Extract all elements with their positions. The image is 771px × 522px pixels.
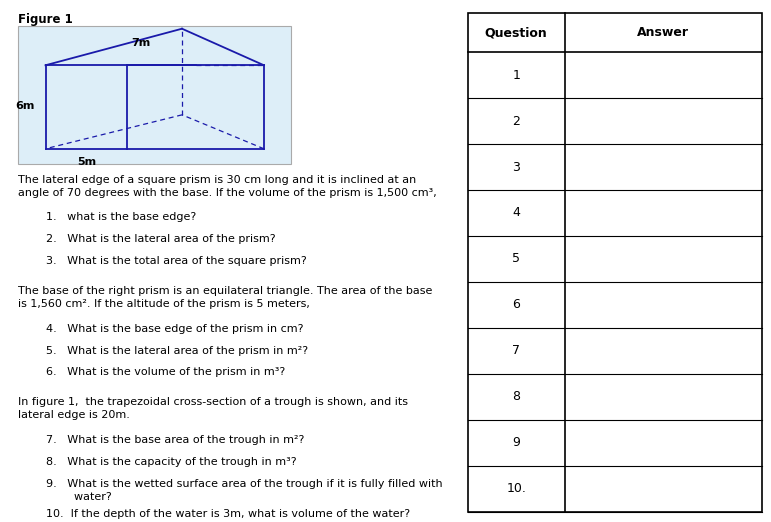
Text: 9: 9: [512, 436, 520, 449]
Text: 10.  If the depth of the water is 3m, what is volume of the water?: 10. If the depth of the water is 3m, wha…: [45, 509, 409, 519]
Text: 7m: 7m: [131, 38, 150, 49]
Text: 8.   What is the capacity of the trough in m³?: 8. What is the capacity of the trough in…: [45, 457, 296, 467]
Text: The base of the right prism is an equilateral triangle. The area of the base
is : The base of the right prism is an equila…: [19, 286, 433, 309]
Text: 1.   what is the base edge?: 1. what is the base edge?: [45, 212, 196, 222]
Text: 7.   What is the base area of the trough in m²?: 7. What is the base area of the trough i…: [45, 435, 304, 445]
Text: 7: 7: [512, 345, 520, 357]
Text: 1: 1: [512, 69, 520, 81]
FancyBboxPatch shape: [19, 26, 291, 164]
Text: 4.   What is the base edge of the prism in cm?: 4. What is the base edge of the prism in…: [45, 324, 303, 334]
Text: 5.   What is the lateral area of the prism in m²?: 5. What is the lateral area of the prism…: [45, 346, 308, 355]
Text: 4: 4: [512, 207, 520, 219]
Text: 9.   What is the wetted surface area of the trough if it is fully filled with
  : 9. What is the wetted surface area of th…: [45, 479, 442, 502]
Text: Answer: Answer: [637, 26, 689, 39]
Text: Question: Question: [485, 26, 547, 39]
Text: 6: 6: [512, 299, 520, 311]
Text: In figure 1,  the trapezoidal cross-section of a trough is shown, and its
latera: In figure 1, the trapezoidal cross-secti…: [19, 397, 408, 420]
Text: 6m: 6m: [15, 101, 34, 111]
Text: The lateral edge of a square prism is 30 cm long and it is inclined at an
angle : The lateral edge of a square prism is 30…: [19, 175, 437, 198]
Text: Figure 1: Figure 1: [19, 13, 73, 26]
Text: 3: 3: [512, 161, 520, 173]
Text: 5m: 5m: [77, 157, 96, 167]
Text: 2.   What is the lateral area of the prism?: 2. What is the lateral area of the prism…: [45, 234, 275, 244]
Text: 2: 2: [512, 115, 520, 127]
Text: 5: 5: [512, 253, 520, 265]
Text: 3.   What is the total area of the square prism?: 3. What is the total area of the square …: [45, 256, 306, 266]
Text: 8: 8: [512, 390, 520, 403]
Text: 6.   What is the volume of the prism in m³?: 6. What is the volume of the prism in m³…: [45, 367, 284, 377]
Text: 10.: 10.: [507, 482, 526, 495]
